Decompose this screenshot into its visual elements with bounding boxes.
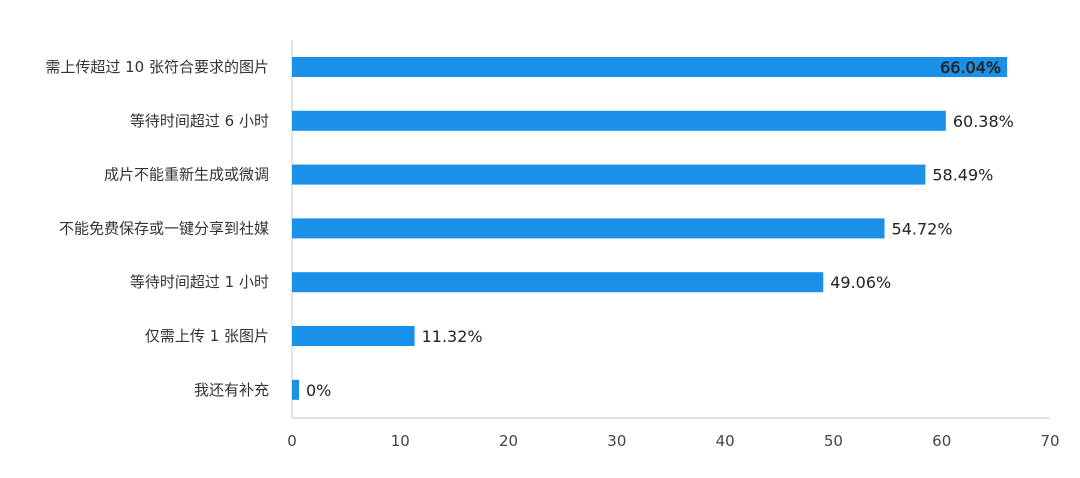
data-label: 58.49% bbox=[932, 166, 993, 185]
bar bbox=[292, 379, 299, 400]
data-label: 54.72% bbox=[892, 219, 953, 238]
category-label: 等待时间超过 6 小时 bbox=[130, 112, 269, 130]
bar bbox=[292, 57, 1008, 77]
x-tick-label: 0 bbox=[287, 432, 297, 450]
bar bbox=[292, 326, 415, 346]
data-label: 66.04% bbox=[940, 58, 1001, 77]
data-label: 11.32% bbox=[422, 327, 483, 346]
bar bbox=[292, 110, 946, 131]
category-label: 等待时间超过 1 小时 bbox=[130, 273, 269, 291]
bar bbox=[292, 164, 926, 185]
x-tick-label: 40 bbox=[716, 432, 735, 450]
x-tick-label: 20 bbox=[499, 432, 518, 450]
category-label: 需上传超过 10 张符合要求的图片 bbox=[45, 58, 269, 76]
category-label: 不能免费保存或一键分享到社媒 bbox=[59, 219, 269, 237]
x-tick-label: 60 bbox=[932, 432, 951, 450]
bar bbox=[292, 272, 824, 293]
bar bbox=[292, 218, 885, 239]
category-label: 我还有补充 bbox=[194, 381, 269, 399]
x-tick-label: 50 bbox=[824, 432, 843, 450]
category-label: 仅需上传 1 张图片 bbox=[145, 327, 269, 345]
x-tick-label: 10 bbox=[391, 432, 410, 450]
x-tick-label: 70 bbox=[1040, 432, 1059, 450]
data-label: 0% bbox=[306, 381, 331, 400]
x-tick-label: 30 bbox=[607, 432, 626, 450]
category-label: 成片不能重新生成或微调 bbox=[104, 166, 269, 184]
data-label: 49.06% bbox=[830, 273, 891, 292]
data-label: 60.38% bbox=[953, 112, 1014, 131]
